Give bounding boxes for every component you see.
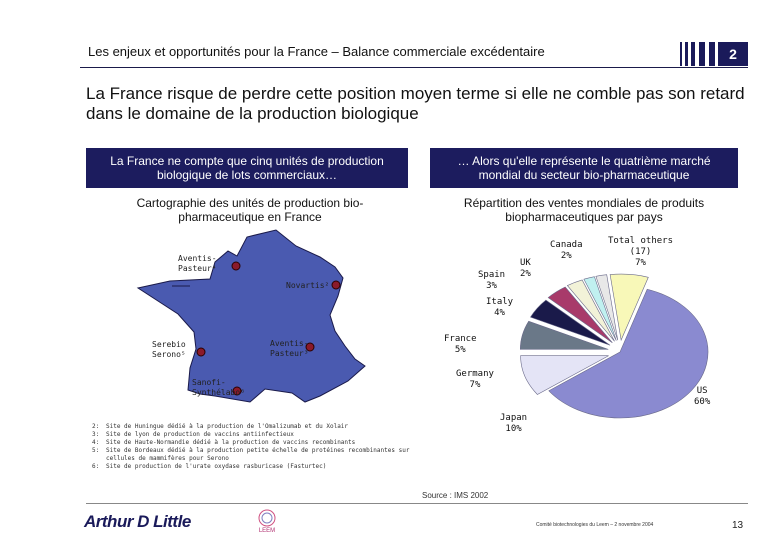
pie-slice-japan: [520, 355, 609, 395]
site-marker: [231, 261, 241, 271]
pie-label-canada: Canada 2%: [550, 240, 583, 261]
arthur-d-little-logo: Arthur D Little: [84, 512, 191, 531]
header-bar-decoration: [699, 42, 705, 66]
header-bar-decoration: [709, 42, 715, 66]
site-marker: [232, 386, 242, 396]
pie-slice-germany: [519, 320, 609, 350]
footer-rule: [86, 503, 748, 504]
pie-label-italy: Italy 4%: [486, 297, 514, 318]
chart-subtitle: Répartition des ventes mondiales de prod…: [463, 196, 705, 224]
site-marker: [331, 280, 341, 290]
right-box-title: … Alors qu'elle représente le quatrième …: [430, 148, 738, 188]
left-box-title: La France ne compte que cinq unités de p…: [86, 148, 408, 188]
pie-slice-canada: [595, 274, 619, 341]
pie-label-uk: UK 2%: [520, 258, 531, 279]
left-box-title-text: La France ne compte que cinq unités de p…: [110, 154, 384, 182]
site-label-aventis-pasteur-3: Aventis- Pasteur³: [270, 339, 309, 358]
headline: La France risque de perdre cette positio…: [86, 84, 745, 123]
map-subtitle: Cartographie des unités de production bi…: [136, 196, 364, 224]
france-outline: [136, 229, 366, 403]
footnote: 5: Site de Bordeaux dédié à la production…: [92, 447, 410, 462]
footnote: 4: Site de Haute-Normandie dédié à la pro…: [92, 439, 356, 446]
right-box-title-text: … Alors qu'elle représente le quatrième …: [457, 154, 711, 182]
footnote: 6: Site de production de l'urate oxydase …: [92, 463, 327, 470]
pie-slice-total-others-17: [609, 273, 649, 342]
pie-label-total-others: Total others (17) 7%: [608, 236, 674, 268]
france-map: [136, 229, 366, 403]
footnotes: 2: Site de Huningue dédié à la production…: [92, 423, 422, 471]
footer-text: Comité biotechnologies du Leem – 2 novem…: [536, 522, 654, 528]
header-bar-decoration: [691, 42, 695, 66]
pie-label-spain: Spain 3%: [478, 270, 506, 291]
pie-slice-uk: [583, 276, 617, 341]
pie-label-france: France 5%: [444, 334, 477, 355]
source-note: Source : IMS 2002: [422, 491, 489, 500]
slide-number: 2: [718, 42, 748, 66]
site-label-aventis-pasteur-4: Aventis- Pasteur⁴: [178, 254, 217, 273]
site-marker: [196, 347, 206, 357]
site-label-serebio-serono: Serebio Serono⁵: [152, 340, 186, 359]
leem-logo-text: LEEM: [259, 528, 275, 534]
pie-chart: [519, 273, 709, 419]
site-label-sanofi-synthelabo: Sanofi- Synthélabo⁶: [192, 378, 245, 397]
pie-label-germany: Germany 7%: [456, 369, 494, 390]
pie-slice-us: [548, 288, 709, 419]
site-marker: [305, 342, 315, 352]
pie-slice-france: [529, 299, 611, 346]
page-number: 13: [732, 520, 744, 531]
footnote: 3: Site de lyon de production de vaccins …: [92, 431, 294, 438]
footnote: 2: Site de Huningue dédié à la production…: [92, 423, 349, 430]
pie-label-japan: Japan 10%: [500, 413, 528, 434]
leem-logo: LEEM: [258, 509, 276, 534]
pie-slice-italy: [547, 286, 613, 343]
site-label-novartis: Novartis²: [286, 281, 330, 290]
header-title: Les enjeux et opportunités pour la Franc…: [88, 44, 545, 59]
header-rule: [80, 67, 748, 68]
pie-label-us: US 60%: [694, 386, 711, 407]
pie-slice-spain: [566, 279, 615, 342]
header-bar-decoration: [685, 42, 688, 66]
header-bar-decoration: [680, 42, 682, 66]
